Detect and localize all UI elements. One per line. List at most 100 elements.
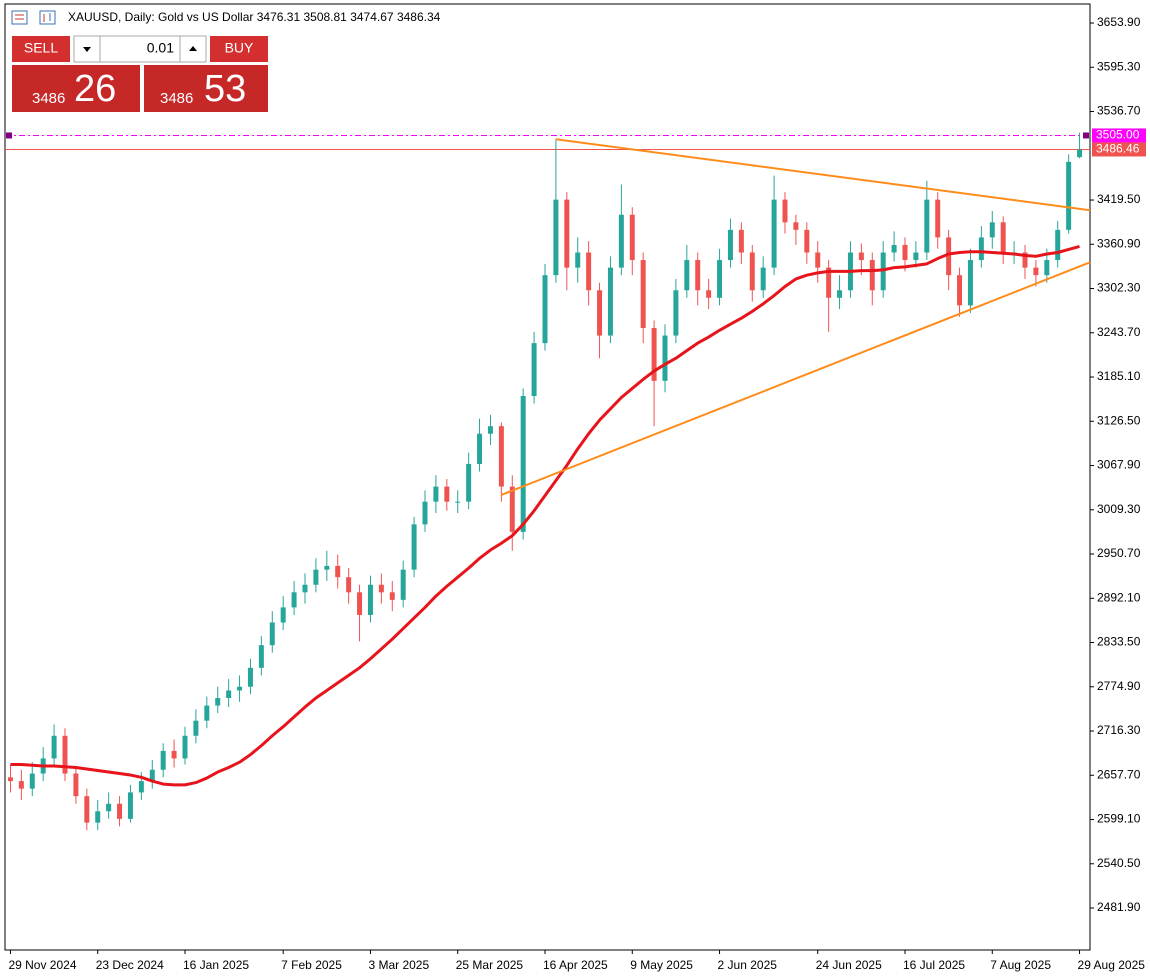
candle-body: [313, 569, 319, 585]
x-tick-label: 3 Mar 2025: [368, 958, 429, 972]
candle-body: [378, 584, 384, 593]
buy-price-big[interactable]: 3486: [160, 90, 193, 107]
candle-body: [553, 199, 559, 276]
candle-body: [629, 214, 635, 261]
y-tick-label: 3302.30: [1097, 281, 1141, 295]
volume-up[interactable]: [179, 35, 207, 63]
buy-price-small[interactable]: 53: [204, 68, 246, 110]
x-tick-label: 25 Mar 2025: [456, 958, 524, 972]
candle-body: [520, 395, 526, 532]
candle-body: [1022, 252, 1028, 268]
candle-body: [149, 769, 155, 782]
y-tick-label: 3126.50: [1097, 413, 1141, 427]
candle-body: [597, 290, 603, 336]
sell-label[interactable]: SELL: [24, 40, 58, 56]
arrow-up: [189, 46, 197, 51]
price-label-box: [1092, 128, 1146, 143]
icon[interactable]: [39, 10, 56, 25]
x-tick-label: 16 Jul 2025: [903, 958, 965, 972]
buy-price-box[interactable]: [144, 65, 268, 112]
candle-body: [509, 486, 515, 532]
candle-body: [771, 199, 777, 268]
candle-body: [662, 335, 668, 381]
volume[interactable]: 0.01: [147, 40, 174, 56]
candle-body: [455, 501, 461, 503]
candle-body: [487, 426, 493, 434]
candle-body: [564, 199, 570, 268]
moving-average: [10, 245, 1080, 787]
sell-price-box[interactable]: [12, 65, 140, 112]
y-tick-label: 3653.90: [1097, 15, 1141, 29]
candle-body: [258, 645, 264, 668]
x-tick-label: 29 Nov 2024: [8, 958, 76, 972]
trendline: [555, 138, 1091, 212]
candle-body: [826, 267, 832, 298]
candle-body: [978, 237, 984, 261]
candle-body: [891, 244, 897, 253]
x-tick-label: 2 Jun 2025: [718, 958, 778, 972]
candle-body: [673, 290, 679, 336]
candle-body: [651, 328, 657, 381]
plot-frame: [4, 3, 1091, 951]
y-tick-label: 2774.90: [1097, 679, 1141, 693]
candle-body: [160, 750, 166, 770]
candle-body: [880, 252, 886, 291]
line-handle: [6, 132, 12, 139]
candle-body: [422, 501, 428, 525]
x-tick-label: 7 Aug 2025: [990, 958, 1051, 972]
candle-body: [237, 686, 243, 691]
sell-price-small[interactable]: 26: [74, 68, 116, 110]
x-tick-label: 24 Jun 2025: [816, 958, 882, 972]
y-tick-label: 3185.10: [1097, 369, 1141, 383]
sell-button[interactable]: [12, 36, 70, 62]
price-label: 3486.46: [1096, 142, 1140, 156]
candle-body: [411, 524, 417, 570]
x-tick-label: 29 Aug 2025: [1078, 958, 1146, 972]
candle-body: [204, 705, 210, 721]
y-tick-label: 2892.10: [1097, 590, 1141, 604]
candle-body: [967, 260, 973, 306]
candle-body: [29, 773, 35, 789]
candle-body: [51, 735, 57, 759]
candle-body: [498, 426, 504, 487]
candle-body: [389, 592, 395, 600]
candle-body: [7, 777, 13, 782]
candle-body: [575, 252, 581, 268]
ohlc-open: 3476.31: [257, 10, 301, 24]
candle-body: [193, 720, 199, 736]
candle-body: [1055, 229, 1061, 261]
chart-title: XAUUSD, Daily: Gold vs US Dollar 3476.31…: [68, 10, 441, 24]
candle-body: [738, 229, 744, 253]
candle-body: [1066, 161, 1072, 230]
candle-body: [924, 199, 930, 253]
y-tick-label: 3536.70: [1097, 104, 1141, 118]
trendline: [500, 261, 1091, 496]
candle-body: [477, 433, 483, 464]
candle-body: [706, 290, 712, 298]
candle-body: [815, 252, 821, 268]
y-tick-label: 2481.90: [1097, 900, 1141, 914]
candle-body: [127, 792, 133, 819]
candle-body: [18, 781, 24, 789]
buy-label[interactable]: BUY: [225, 40, 254, 56]
candle-body: [793, 222, 799, 230]
candle-body: [760, 267, 766, 291]
candle-body: [171, 750, 177, 759]
icon[interactable]: [11, 10, 28, 25]
candle-body: [837, 290, 843, 298]
x-tick-label: 9 May 2025: [630, 958, 693, 972]
candle-body: [1033, 267, 1039, 276]
line-handle: [1083, 132, 1089, 139]
candle-body: [302, 584, 308, 593]
candle-body: [531, 343, 537, 396]
sell-price-big[interactable]: 3486: [32, 90, 65, 107]
candle-body: [106, 803, 112, 812]
ohlc-low: 3474.67: [350, 10, 394, 24]
candle-body: [215, 698, 221, 706]
candle-body: [117, 803, 123, 819]
buy-button[interactable]: [210, 36, 268, 62]
candle-body: [84, 796, 90, 823]
y-tick-label: 3009.30: [1097, 502, 1141, 516]
y-tick-label: 3419.50: [1097, 192, 1141, 206]
